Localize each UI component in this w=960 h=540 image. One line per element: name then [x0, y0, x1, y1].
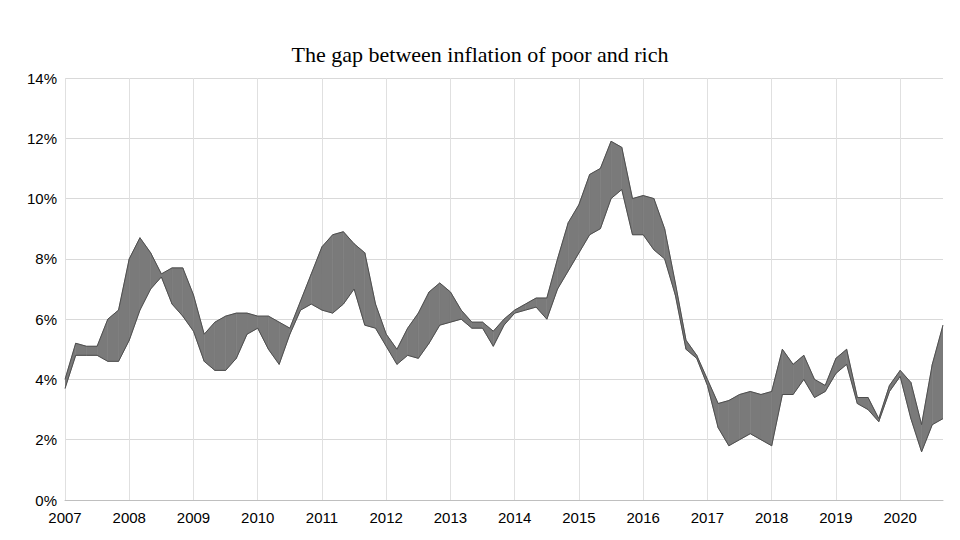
svg-text:2017: 2017	[691, 509, 724, 526]
svg-text:6%: 6%	[35, 311, 57, 328]
svg-text:2011: 2011	[306, 509, 338, 526]
svg-text:2007: 2007	[48, 509, 81, 526]
svg-text:2008: 2008	[113, 509, 146, 526]
svg-text:The gap between inflation of p: The gap between inflation of poor and ri…	[292, 42, 669, 67]
svg-text:2%: 2%	[35, 431, 57, 448]
svg-text:2016: 2016	[627, 509, 660, 526]
svg-text:2020: 2020	[883, 509, 916, 526]
svg-text:2014: 2014	[498, 509, 531, 526]
svg-text:14%: 14%	[27, 70, 57, 87]
svg-text:2015: 2015	[562, 509, 595, 526]
svg-text:2019: 2019	[819, 509, 852, 526]
svg-text:12%: 12%	[27, 130, 57, 147]
svg-text:2009: 2009	[177, 509, 210, 526]
svg-text:2010: 2010	[241, 509, 274, 526]
svg-text:2018: 2018	[755, 509, 788, 526]
svg-text:0%: 0%	[35, 492, 57, 509]
svg-text:8%: 8%	[35, 250, 57, 267]
svg-text:2012: 2012	[370, 509, 403, 526]
svg-text:2013: 2013	[434, 509, 467, 526]
svg-text:4%: 4%	[35, 371, 57, 388]
svg-text:10%: 10%	[27, 190, 57, 207]
